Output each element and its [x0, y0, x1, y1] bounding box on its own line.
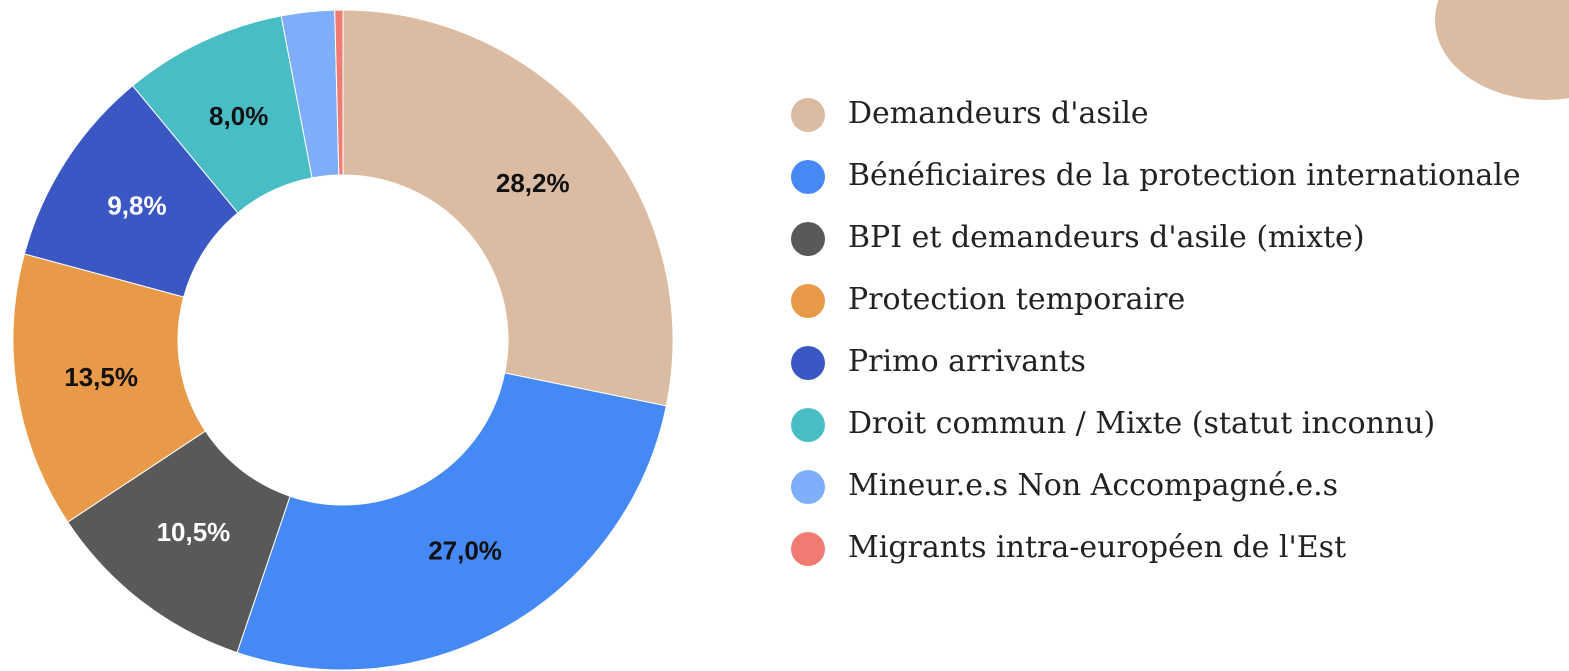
legend-label: Droit commun / Mixte (statut inconnu) [848, 406, 1435, 441]
slice [236, 372, 667, 671]
legend-marker [791, 408, 825, 442]
slice [334, 9, 344, 176]
legend-label: Protection temporaire [848, 282, 1185, 317]
value-label: 10,5% [157, 517, 231, 547]
legend-marker [791, 222, 825, 256]
legend-marker [791, 98, 825, 132]
value-label: 27,0% [428, 535, 502, 565]
value-label: 9,8% [107, 190, 166, 220]
legend-marker [791, 470, 825, 504]
value-label: 28,2% [496, 168, 570, 198]
legend-marker [791, 346, 825, 380]
legend-label: Demandeurs d'asile [848, 96, 1149, 131]
legend-label: Bénéficiaires de la protection internati… [848, 158, 1521, 193]
legend-label: Primo arrivants [848, 344, 1086, 379]
legend-label: Migrants intra-européen de l'Est [848, 530, 1346, 565]
legend-marker [791, 532, 825, 566]
legend-label: Mineur.e.s Non Accompagné.e.s [848, 468, 1338, 503]
value-label: 13,5% [64, 362, 138, 392]
legend-marker [791, 284, 825, 318]
slice [342, 9, 674, 407]
legend-marker [791, 160, 825, 194]
value-label: 8,0% [209, 101, 268, 131]
decoration [1435, 0, 1569, 100]
slice [12, 253, 207, 523]
legend-label: BPI et demandeurs d'asile (mixte) [848, 220, 1365, 255]
